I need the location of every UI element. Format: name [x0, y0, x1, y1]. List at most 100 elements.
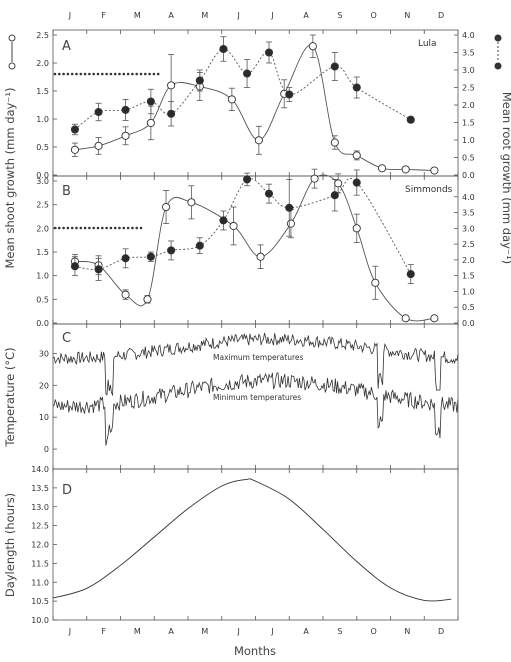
shoot-growth-point — [187, 198, 196, 207]
root-growth-point — [195, 241, 204, 250]
dormancy-marker — [92, 226, 95, 230]
dormancy-marker — [139, 72, 143, 76]
dormancy-marker — [75, 72, 78, 76]
right-legend-symbol — [494, 34, 502, 70]
dormancy-marker — [118, 226, 121, 230]
panel-d-plot — [52, 478, 452, 602]
right-y-tick-label: 2.0 — [462, 256, 475, 265]
daylength-y-tick-label: 13.5 — [31, 484, 49, 493]
left-y-tick-label: 1.0 — [36, 115, 49, 124]
panel-c-ticks: 0 10 20 30 — [39, 324, 459, 469]
dormancy-marker — [113, 72, 117, 76]
right-y-tick-label: 4.0 — [462, 193, 475, 202]
dormancy-marker — [139, 226, 143, 230]
root-growth-point — [167, 246, 176, 255]
right-y-tick-label: 4.0 — [462, 31, 475, 40]
panel-a-ticks: 0.0 0.5 1.0 1.5 2.0 2.5 0.0 0.5 1.0 1.5 2.0 2.5 3.0 3… — [36, 30, 475, 180]
left-y-tick-label: 2.0 — [36, 59, 49, 68]
panel-a-frame — [52, 29, 459, 177]
dormancy-marker — [148, 72, 151, 76]
left-y-tick-label: 0.0 — [36, 319, 49, 328]
shoot-growth-point — [352, 151, 361, 160]
top-month-label: N — [404, 11, 410, 20]
panel-b-letter: B — [62, 184, 71, 199]
temperature-y-tick-label: 30 — [39, 349, 49, 358]
panel-b-frame — [52, 175, 459, 325]
left-legend-symbol — [8, 34, 16, 70]
bottom-month-label: M — [134, 627, 141, 636]
panel-a-letter: A — [62, 39, 71, 54]
daylength-y-tick-label: 10.0 — [31, 616, 49, 625]
daylength-y-tick-label: 12.5 — [31, 522, 49, 531]
shoot-growth-point — [308, 42, 317, 51]
dormancy-marker — [122, 72, 126, 76]
shoot-growth-point — [94, 141, 103, 150]
shoot-growth-point — [286, 219, 295, 228]
root-growth-point — [264, 48, 274, 57]
shoot-growth-point — [401, 314, 410, 323]
bottom-month-label: D — [438, 627, 444, 636]
right-y-tick-label: 1.0 — [462, 287, 475, 296]
root-growth-point — [406, 270, 415, 279]
dormancy-marker — [131, 72, 134, 76]
dormancy-marker — [105, 72, 108, 76]
daylength-y-tick-label: 10.5 — [31, 597, 49, 606]
root-growth-point — [94, 265, 103, 274]
dormancy-marker — [83, 72, 87, 76]
root-growth-point — [70, 125, 79, 134]
root-growth-point — [330, 191, 339, 200]
panel-a-cultivar: Lula — [418, 39, 437, 49]
bottom-month-label: A — [303, 627, 309, 636]
dormancy-marker — [96, 72, 100, 76]
dormancy-marker — [118, 72, 121, 76]
maximum-temperature-line — [52, 332, 459, 397]
dormancy-marker — [88, 72, 91, 76]
bottom-month-label: F — [101, 627, 106, 636]
right-y-tick-label: 3.5 — [462, 49, 475, 58]
left-y-tick-label: 0.5 — [36, 143, 49, 152]
bottom-month-label: N — [404, 627, 410, 636]
dormancy-marker — [152, 72, 156, 76]
panel-d-ticks: 10.0 10.5 11.0 11.5 12.0 12.5 13.0 13.5 14.0 — [31, 465, 459, 625]
top-month-label: J — [236, 11, 239, 20]
filled-circle-legend-icon — [494, 34, 502, 42]
right-y-tick-label: 2.5 — [462, 240, 475, 249]
dormancy-marker — [156, 72, 160, 76]
root-growth-point — [264, 189, 274, 198]
dormancy-marker — [58, 226, 61, 230]
right-y-tick-label: 0.5 — [462, 154, 475, 163]
shoot-growth-point — [334, 179, 343, 188]
top-month-label: J — [270, 11, 273, 20]
panel-a-plot — [53, 34, 439, 175]
shoot-growth-point — [227, 95, 236, 104]
dormancy-marker — [135, 72, 138, 76]
bottom-month-label: J — [68, 627, 71, 636]
shoot-growth-point — [310, 174, 319, 183]
panel-b-cultivar: Simmonds — [405, 185, 453, 195]
root-growth-point — [146, 252, 155, 261]
dormancy-marker — [92, 72, 95, 76]
panel-c-letter: C — [62, 331, 71, 346]
dormancy-marker — [70, 226, 74, 230]
right-y-tick-label: 1.5 — [462, 272, 475, 281]
shoot-growth-point — [70, 145, 79, 154]
panel-a: A Lula 0.0 0.5 1.0 1.5 2.0 2.5 0.0 0.5 1.0 1.5 2.0… — [36, 29, 475, 180]
right-y-tick-label: 0.0 — [462, 171, 475, 180]
root-growth-point — [146, 97, 155, 106]
root-growth-point — [195, 76, 204, 85]
right-y-tick-label: 3.5 — [462, 209, 475, 218]
root-growth-point — [352, 178, 361, 187]
root-growth-point — [330, 62, 339, 71]
shoot-growth-point — [430, 314, 439, 323]
left-y-tick-label: 3.0 — [36, 177, 49, 186]
daylength-line — [52, 478, 452, 602]
root-growth-point — [70, 262, 79, 271]
root-growth-point — [285, 90, 294, 99]
right-y-tick-label: 2.5 — [462, 84, 475, 93]
dormancy-marker — [75, 226, 78, 230]
bottom-month-label: M — [201, 627, 208, 636]
open-circle-legend-icon — [8, 34, 16, 42]
dormancy-marker — [101, 72, 104, 76]
bottom-month-label: J — [270, 627, 273, 636]
